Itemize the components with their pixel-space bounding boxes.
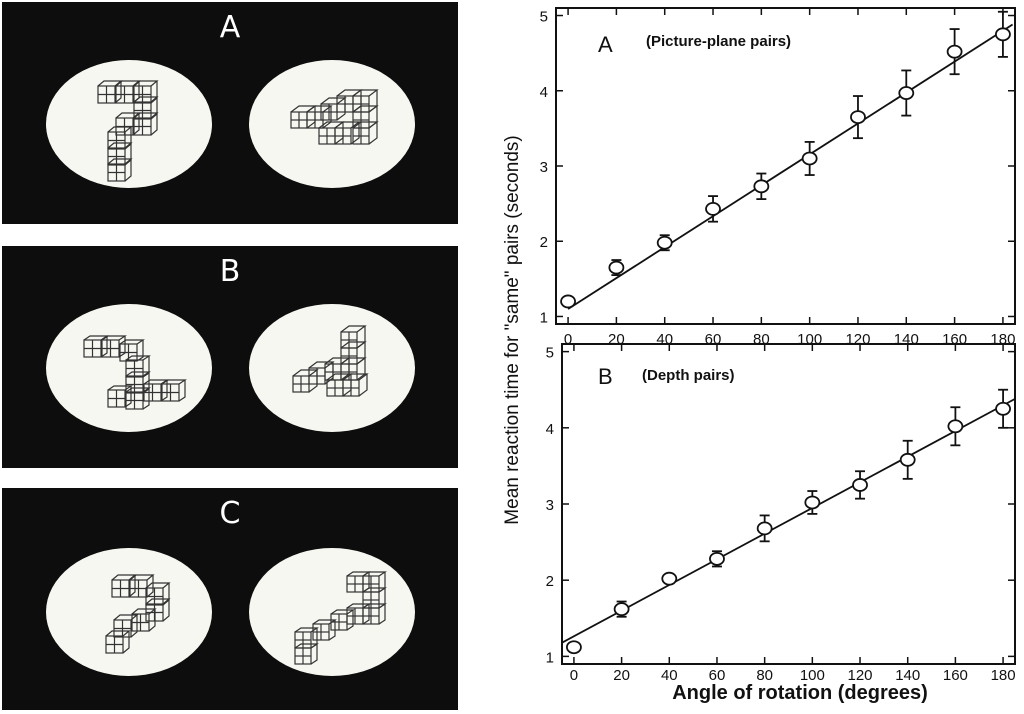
x-tick-label: 0 xyxy=(570,667,578,684)
data-point xyxy=(560,294,576,309)
y-tick-label: 3 xyxy=(546,497,554,514)
panel-letter-a: A xyxy=(219,10,241,45)
panel-letter-c: C xyxy=(219,496,241,531)
stimulus-right-b xyxy=(249,304,415,432)
stimulus-right-a xyxy=(249,60,415,188)
y-tick-label: 1 xyxy=(540,309,548,326)
x-tick-label: 160 xyxy=(943,667,968,684)
stimulus-panel-a: A xyxy=(2,2,458,224)
x-tick-label: 120 xyxy=(848,667,873,684)
x-tick-label: 40 xyxy=(656,331,673,348)
data-point xyxy=(753,179,770,194)
reaction-time-charts: Mean reaction time for "same" pairs (sec… xyxy=(502,7,1016,704)
x-tick-label: 180 xyxy=(991,667,1016,684)
x-tick-label: 140 xyxy=(894,331,919,348)
data-point xyxy=(661,571,678,586)
stimulus-left-b xyxy=(46,304,212,432)
y-tick-label: 2 xyxy=(546,573,554,590)
y-tick-label: 2 xyxy=(540,234,548,251)
data-point xyxy=(995,27,1011,42)
stimulus-panel-c: C xyxy=(2,488,458,710)
x-tick-label: 60 xyxy=(709,667,726,684)
data-point xyxy=(898,86,915,100)
data-point xyxy=(850,110,866,124)
data-point xyxy=(947,419,964,434)
y-tick-label: 4 xyxy=(546,421,554,438)
data-point xyxy=(566,640,582,655)
x-tick-label: 100 xyxy=(800,667,825,684)
x-tick-label: 100 xyxy=(797,331,822,348)
chart-title: (Picture-plane pairs) xyxy=(646,33,791,50)
fit-line xyxy=(567,23,1014,310)
y-tick-label: 3 xyxy=(540,159,548,176)
data-point xyxy=(608,260,625,275)
x-tick-label: 80 xyxy=(756,667,773,684)
x-tick-label: 120 xyxy=(845,331,870,348)
stimulus-left-a xyxy=(46,60,212,188)
data-point xyxy=(852,478,868,492)
x-tick-label: 20 xyxy=(613,667,630,684)
y-tick-label: 4 xyxy=(540,84,548,101)
data-point xyxy=(801,151,818,166)
data-point xyxy=(709,551,725,566)
x-tick-label: 140 xyxy=(895,667,920,684)
x-tick-label: 40 xyxy=(661,667,678,684)
x-tick-label: 0 xyxy=(564,331,572,348)
shared-x-axis-label: Angle of rotation (degrees) xyxy=(672,682,928,704)
chart-panel-letter: B xyxy=(598,364,613,389)
stimulus-right-c xyxy=(249,548,415,676)
chart-panel-letter: A xyxy=(598,32,613,57)
data-point xyxy=(899,452,916,467)
plot-frame xyxy=(555,7,1016,325)
chart-b: B (Depth pairs) 1 2 3 4 5 0 20 40 60 80 100 120 140 160… xyxy=(546,343,1016,684)
x-tick-label: 80 xyxy=(753,331,770,348)
fit-line xyxy=(561,398,1016,644)
data-point xyxy=(613,602,630,617)
x-tick-label: 160 xyxy=(942,331,967,348)
panel-letter-b: B xyxy=(219,254,241,289)
y-tick-label: 1 xyxy=(546,649,554,666)
data-point xyxy=(995,401,1011,416)
data-point xyxy=(705,201,721,216)
data-point xyxy=(656,235,673,250)
data-point xyxy=(804,495,821,510)
y-tick-label: 5 xyxy=(546,345,554,362)
chart-title: (Depth pairs) xyxy=(642,367,735,384)
x-tick-label: 60 xyxy=(705,331,722,348)
y-tick-label: 5 xyxy=(540,9,548,26)
plot-frame xyxy=(561,343,1016,665)
data-point xyxy=(946,44,963,59)
stimulus-left-c xyxy=(46,548,212,676)
stimulus-panel-b: B xyxy=(2,246,458,468)
data-point xyxy=(756,521,773,536)
shared-y-axis-label: Mean reaction time for "same" pairs (sec… xyxy=(502,135,523,524)
